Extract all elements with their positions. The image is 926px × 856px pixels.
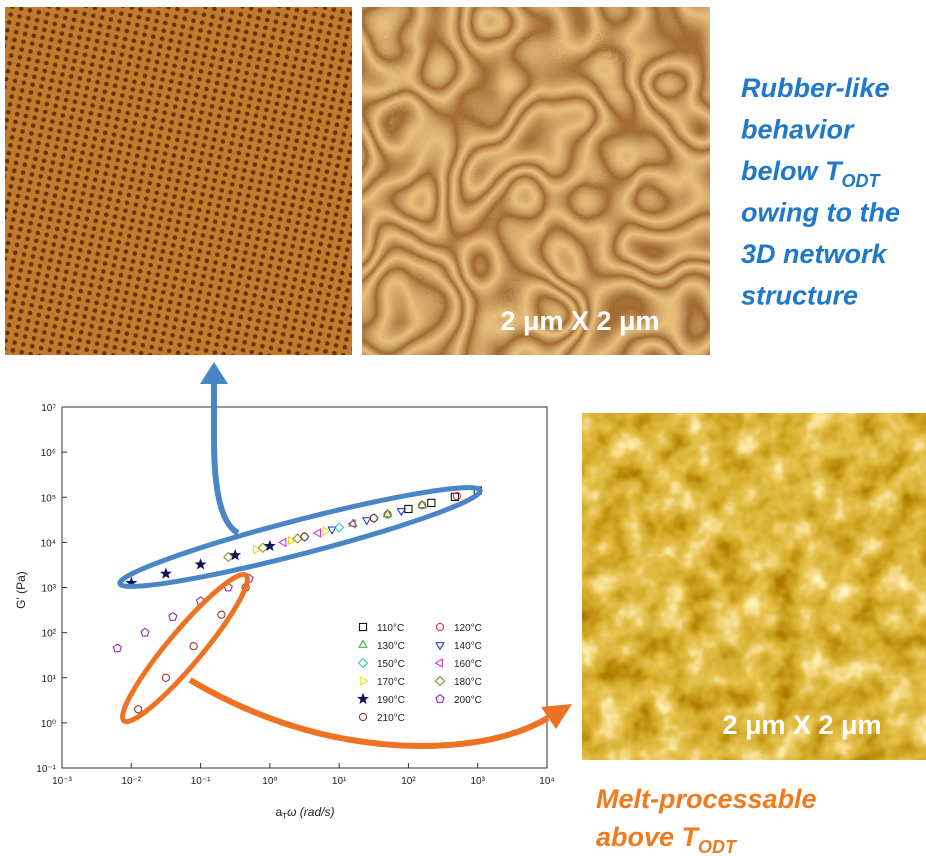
legend-label: 120°C (454, 623, 482, 634)
annotation-sub: ODT (842, 171, 882, 191)
annotation-line: behavior (741, 115, 855, 145)
y-tick-label: 10⁷ (41, 403, 56, 414)
scale-bar-label: 2 μm X 2 μm (722, 710, 881, 740)
x-axis-label: aTω (rad/s) (276, 805, 335, 821)
annotation-text: below T (741, 156, 844, 186)
annotation-line: structure (741, 281, 858, 311)
y-tick-label: 10⁵ (41, 493, 56, 504)
annotation-sub: ODT (698, 837, 738, 856)
legend-label: 110°C (377, 623, 404, 634)
legend-label: 190°C (377, 695, 405, 706)
figure: 2 μm X 2 μm 2 μm X 2 μm Rubber-like behav… (0, 0, 926, 856)
legend-label: 170°C (377, 677, 405, 688)
annotation-text: Rubber-like (741, 73, 890, 103)
annotation-line: below TODT (741, 156, 882, 191)
annotation-line: Melt-processable (596, 784, 817, 814)
x-tick-label: 10¹ (332, 776, 347, 787)
legend-label: 130°C (377, 641, 405, 652)
y-tick-label: 10⁰ (41, 719, 56, 730)
annotation-line: Rubber-like (741, 73, 890, 103)
annotation-text: owing to the (741, 198, 900, 228)
x-tick-label: 10³ (470, 776, 485, 787)
x-tick-label: 10⁴ (539, 776, 554, 787)
annotation-text: structure (741, 281, 858, 311)
arrow-head (200, 362, 228, 384)
rubber-annotation: Rubber-like behavior below TODT owing to th… (741, 73, 900, 311)
y-tick-label: 10³ (42, 584, 57, 595)
y-tick-label: 10¹ (42, 674, 57, 685)
x-tick-label: 10⁻¹ (191, 776, 211, 787)
afm-image-disordered (582, 413, 926, 760)
annotation-text: 3D network (741, 239, 889, 269)
annotation-line: above TODT (596, 822, 738, 856)
annotation-line: owing to the (741, 198, 900, 228)
annotation-text: behavior (741, 115, 855, 145)
x-tick-label: 10² (401, 776, 416, 787)
page: 2 μm X 2 μm 2 μm X 2 μm Rubber-like behav… (0, 0, 926, 856)
afm-image-dots (5, 7, 352, 355)
x-tick-label: 10⁰ (262, 776, 277, 787)
annotation-text: Melt-processable (596, 784, 817, 814)
legend-label: 200°C (454, 695, 482, 706)
annotation-text: above T (596, 822, 701, 852)
y-axis-label: G' (Pa) (14, 571, 28, 609)
annotation-line: 3D network (741, 239, 889, 269)
x-tick-label: 10⁻³ (52, 776, 72, 787)
legend-label: 150°C (377, 659, 405, 670)
legend-label: 160°C (454, 659, 482, 670)
x-tick-label: 10⁻² (121, 776, 141, 787)
y-tick-label: 10⁶ (41, 448, 56, 459)
legend-label: 180°C (454, 677, 482, 688)
x-axis-label-part: ω (rad/s) (287, 805, 334, 819)
melt-annotation: Melt-processable above TODT (596, 784, 817, 856)
y-tick-label: 10² (42, 629, 57, 640)
y-tick-label: 10⁻¹ (36, 764, 56, 775)
legend-label: 140°C (454, 641, 482, 652)
y-tick-label: 10⁴ (41, 538, 56, 549)
afm-image-lamellae (362, 7, 710, 355)
legend-label: 210°C (377, 713, 405, 724)
scale-bar-label: 2 μm X 2 μm (500, 306, 659, 336)
